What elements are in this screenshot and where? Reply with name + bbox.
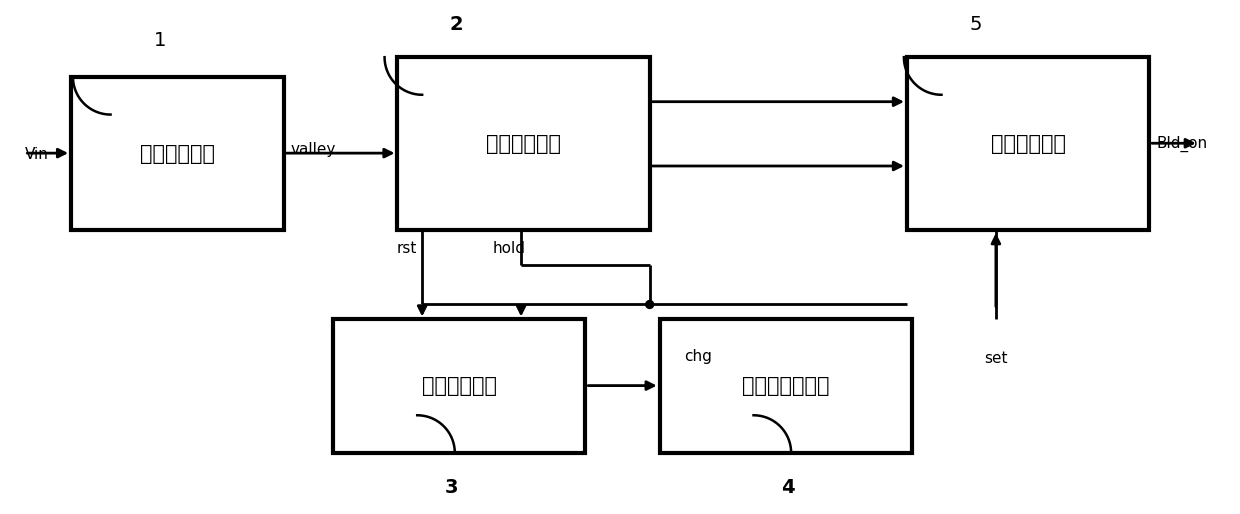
Text: valley: valley	[290, 142, 336, 157]
Bar	[660, 319, 911, 453]
Text: 4: 4	[781, 478, 795, 497]
Text: Bld_on: Bld_on	[1156, 136, 1208, 152]
Text: Vin: Vin	[25, 146, 48, 161]
Text: 模式控制单元: 模式控制单元	[991, 134, 1065, 154]
Text: set: set	[985, 352, 1008, 366]
Text: 2: 2	[450, 15, 464, 34]
Text: rst: rst	[397, 241, 417, 255]
Text: 5: 5	[970, 15, 982, 34]
Bar	[398, 57, 650, 230]
Circle shape	[646, 301, 653, 308]
Text: 1: 1	[154, 31, 166, 50]
Bar	[906, 57, 1149, 230]
Text: chg: chg	[684, 350, 712, 364]
Text: 谷底检测单元: 谷底检测单元	[140, 143, 215, 163]
Text: 噪音消除单元: 噪音消除单元	[486, 134, 560, 154]
Bar	[71, 77, 284, 230]
Bar	[334, 319, 585, 453]
Text: hold: hold	[494, 241, 526, 255]
Text: 充电控制单元: 充电控制单元	[422, 376, 497, 396]
Text: 调光器检测单元: 调光器检测单元	[742, 376, 830, 396]
Text: 3: 3	[445, 478, 459, 497]
